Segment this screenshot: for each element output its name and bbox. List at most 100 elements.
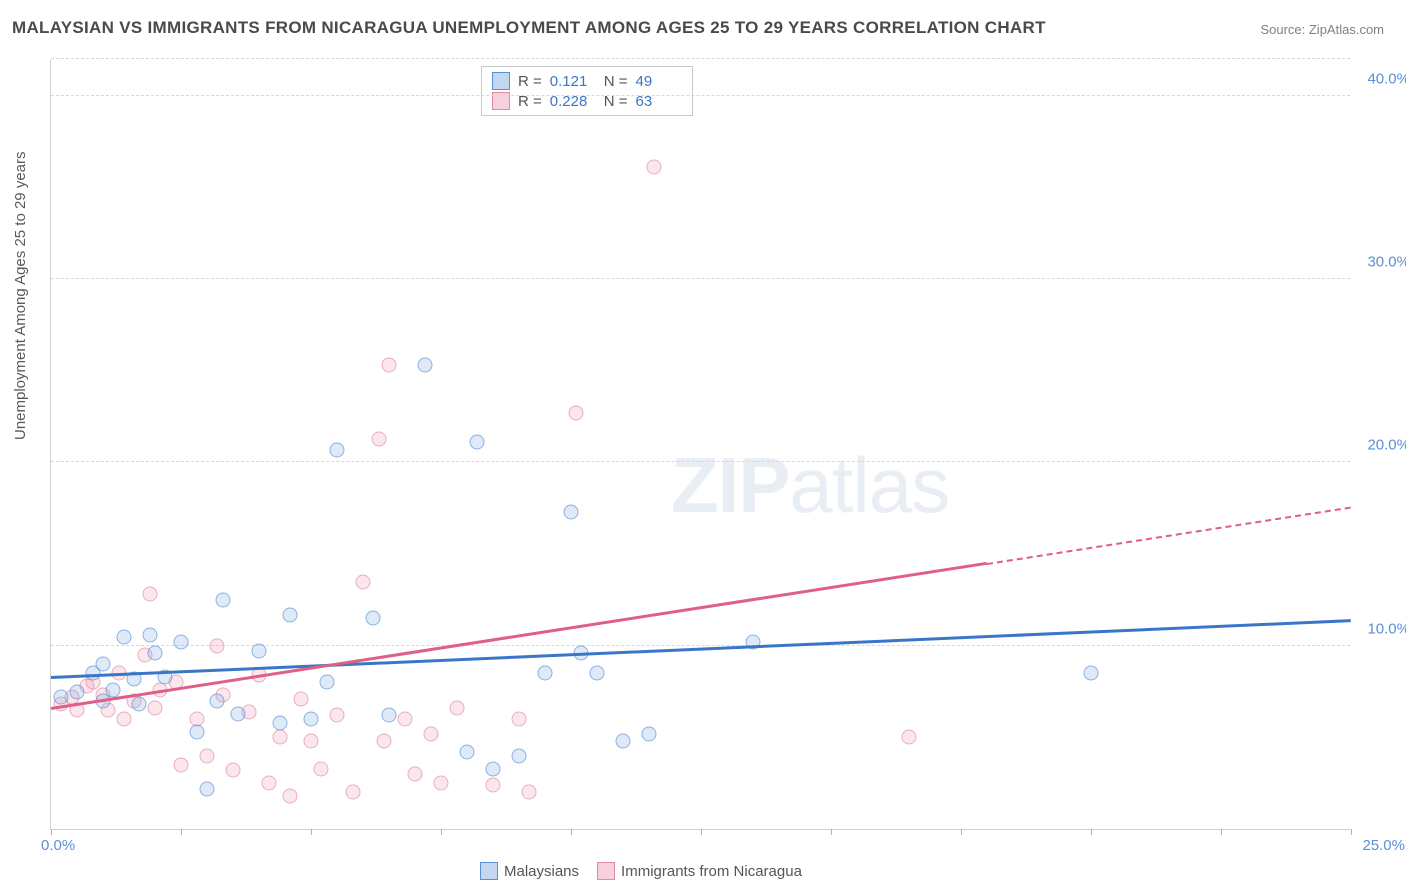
trend-line xyxy=(51,562,987,710)
data-point-pink xyxy=(200,748,215,763)
data-point-blue xyxy=(460,745,475,760)
data-point-blue xyxy=(470,435,485,450)
data-point-pink xyxy=(408,767,423,782)
y-tick-label: 30.0% xyxy=(1367,254,1406,271)
data-point-pink xyxy=(356,574,371,589)
trend-line xyxy=(51,619,1351,678)
data-point-blue xyxy=(252,644,267,659)
data-point-pink xyxy=(226,763,241,778)
legend-item-malaysians: Malaysians xyxy=(480,862,579,880)
x-tick xyxy=(441,829,442,835)
data-point-blue xyxy=(272,715,287,730)
series-legend: Malaysians Immigrants from Nicaragua xyxy=(480,862,802,880)
data-point-blue xyxy=(116,629,131,644)
correlation-chart: MALAYSIAN VS IMMIGRANTS FROM NICARAGUA U… xyxy=(0,0,1406,892)
data-point-pink xyxy=(345,785,360,800)
data-point-blue xyxy=(1084,666,1099,681)
data-point-blue xyxy=(418,358,433,373)
data-point-pink xyxy=(148,701,163,716)
x-tick xyxy=(51,829,52,835)
data-point-pink xyxy=(142,587,157,602)
data-point-pink xyxy=(262,776,277,791)
data-point-blue xyxy=(642,726,657,741)
data-point-pink xyxy=(512,712,527,727)
data-point-blue xyxy=(231,706,246,721)
gridline xyxy=(51,95,1350,96)
data-point-pink xyxy=(397,712,412,727)
data-point-pink xyxy=(116,712,131,727)
data-point-pink xyxy=(434,776,449,791)
data-point-blue xyxy=(382,708,397,723)
data-point-pink xyxy=(210,638,225,653)
source-attribution: Source: ZipAtlas.com xyxy=(1260,22,1384,37)
x-tick xyxy=(311,829,312,835)
y-axis-label: Unemployment Among Ages 25 to 29 years xyxy=(12,151,29,440)
x-tick xyxy=(181,829,182,835)
data-point-pink xyxy=(293,691,308,706)
data-point-blue xyxy=(319,675,334,690)
swatch-pink xyxy=(597,862,615,880)
data-point-pink xyxy=(304,734,319,749)
plot-area: ZIPatlas R = 0.121 N = 49 R = 0.228 N = … xyxy=(50,60,1350,830)
data-point-blue xyxy=(283,607,298,622)
gridline xyxy=(51,58,1350,59)
y-tick-label: 40.0% xyxy=(1367,70,1406,87)
data-point-blue xyxy=(210,693,225,708)
data-point-pink xyxy=(174,757,189,772)
legend-row-blue: R = 0.121 N = 49 xyxy=(492,71,682,91)
legend-item-nicaragua: Immigrants from Nicaragua xyxy=(597,862,802,880)
data-point-pink xyxy=(330,708,345,723)
data-point-pink xyxy=(376,734,391,749)
chart-title: MALAYSIAN VS IMMIGRANTS FROM NICARAGUA U… xyxy=(12,18,1046,38)
data-point-blue xyxy=(486,761,501,776)
x-tick xyxy=(831,829,832,835)
gridline xyxy=(51,461,1350,462)
data-point-pink xyxy=(314,761,329,776)
data-point-blue xyxy=(148,646,163,661)
data-point-blue xyxy=(616,734,631,749)
data-point-blue xyxy=(96,657,111,672)
x-tick xyxy=(701,829,702,835)
gridline xyxy=(51,278,1350,279)
gridline xyxy=(51,645,1350,646)
x-tick-start: 0.0% xyxy=(41,837,75,854)
data-point-pink xyxy=(371,431,386,446)
x-tick xyxy=(1351,829,1352,835)
data-point-pink xyxy=(486,778,501,793)
data-point-blue xyxy=(106,682,121,697)
data-point-blue xyxy=(200,781,215,796)
x-tick xyxy=(1221,829,1222,835)
data-point-pink xyxy=(569,405,584,420)
data-point-blue xyxy=(330,442,345,457)
data-point-blue xyxy=(54,690,69,705)
data-point-blue xyxy=(538,666,553,681)
data-point-blue xyxy=(215,592,230,607)
data-point-pink xyxy=(902,730,917,745)
data-point-blue xyxy=(564,504,579,519)
data-point-blue xyxy=(512,748,527,763)
watermark: ZIPatlas xyxy=(671,440,949,531)
x-tick xyxy=(571,829,572,835)
data-point-blue xyxy=(174,635,189,650)
trend-line xyxy=(987,506,1351,564)
data-point-blue xyxy=(70,684,85,699)
data-point-pink xyxy=(449,701,464,716)
y-tick-label: 20.0% xyxy=(1367,437,1406,454)
data-point-pink xyxy=(272,730,287,745)
x-tick xyxy=(961,829,962,835)
x-tick xyxy=(1091,829,1092,835)
data-point-pink xyxy=(522,785,537,800)
correlation-legend: R = 0.121 N = 49 R = 0.228 N = 63 xyxy=(481,66,693,116)
data-point-pink xyxy=(283,789,298,804)
data-point-pink xyxy=(647,160,662,175)
data-point-blue xyxy=(189,724,204,739)
x-tick-end: 25.0% xyxy=(1362,837,1405,854)
data-point-pink xyxy=(423,726,438,741)
data-point-blue xyxy=(132,697,147,712)
swatch-blue xyxy=(492,72,510,90)
data-point-blue xyxy=(304,712,319,727)
data-point-blue xyxy=(366,611,381,626)
swatch-blue xyxy=(480,862,498,880)
y-tick-label: 10.0% xyxy=(1367,620,1406,637)
data-point-pink xyxy=(382,358,397,373)
